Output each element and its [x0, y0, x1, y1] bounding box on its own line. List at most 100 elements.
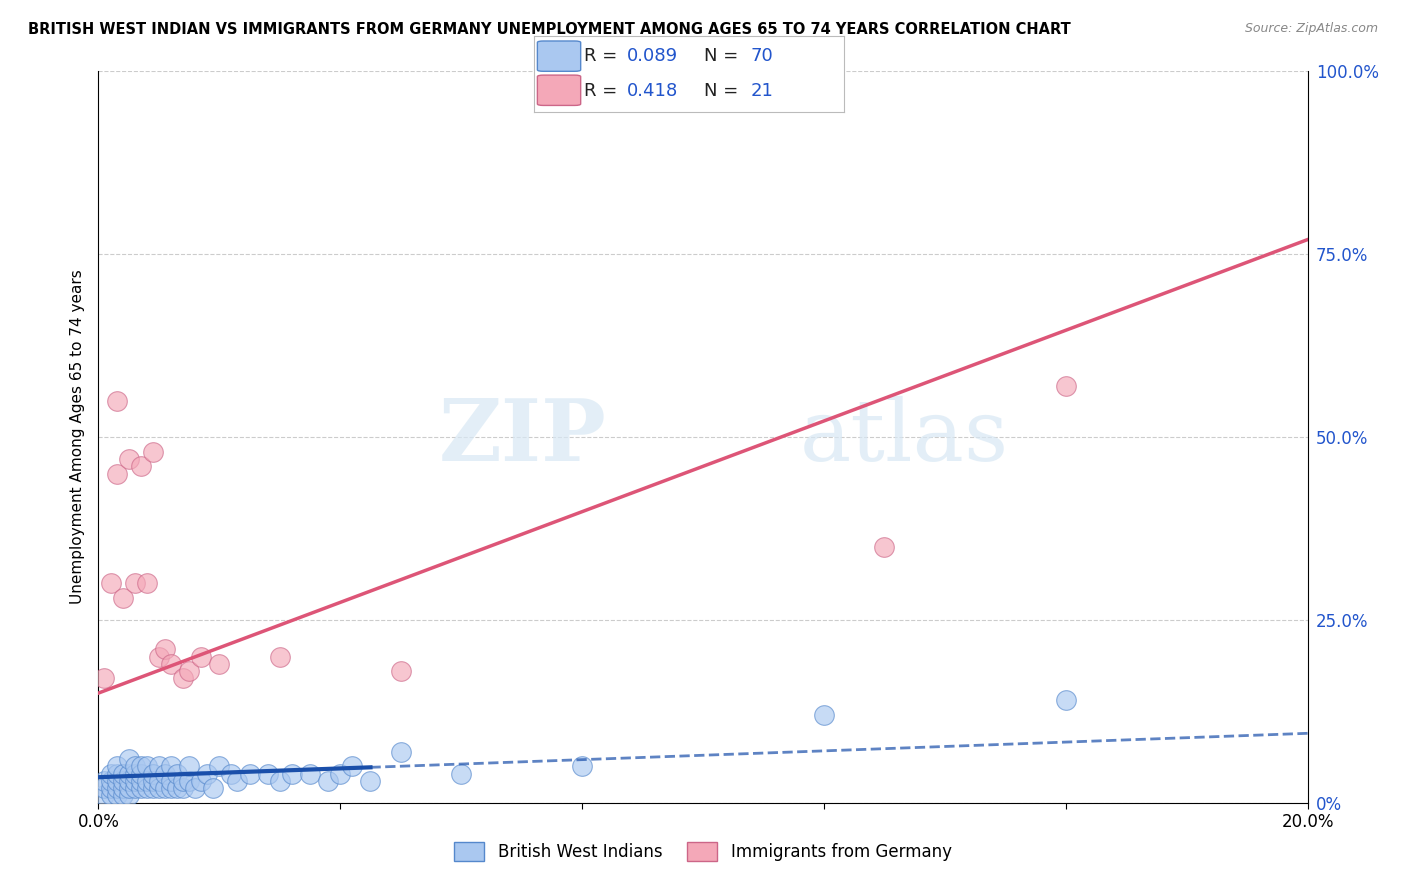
Point [269, 773, 291, 788]
Text: N =: N = [704, 82, 744, 100]
Point [166, 766, 188, 780]
Point [208, 759, 231, 773]
Point [281, 766, 304, 780]
Point [160, 759, 183, 773]
Point [93, 672, 115, 686]
Point [208, 657, 231, 671]
Point [269, 649, 291, 664]
FancyBboxPatch shape [537, 75, 581, 105]
Point [105, 766, 128, 780]
Text: R =: R = [583, 47, 623, 65]
Point [129, 781, 152, 796]
Point [135, 576, 157, 591]
Point [129, 759, 152, 773]
Point [1054, 693, 1077, 707]
Point [202, 781, 225, 796]
Point [135, 773, 157, 788]
Point [118, 789, 141, 803]
Point [160, 657, 183, 671]
Point [160, 773, 183, 788]
Point [118, 766, 141, 780]
Point [148, 781, 170, 796]
Point [129, 459, 152, 474]
Point [179, 664, 201, 678]
Point [142, 781, 165, 796]
Point [135, 781, 157, 796]
Point [873, 540, 896, 554]
Point [179, 773, 201, 788]
Point [148, 759, 170, 773]
Point [100, 781, 122, 796]
Text: atlas: atlas [800, 395, 1010, 479]
Point [153, 781, 176, 796]
FancyBboxPatch shape [537, 41, 581, 71]
Text: ZIP: ZIP [439, 395, 606, 479]
Point [142, 773, 165, 788]
Point [105, 773, 128, 788]
Point [329, 766, 352, 780]
Text: 70: 70 [751, 47, 773, 65]
Point [100, 766, 122, 780]
Point [160, 781, 183, 796]
Point [389, 745, 412, 759]
Point [124, 759, 146, 773]
Point [93, 781, 115, 796]
Point [93, 773, 115, 788]
Point [221, 766, 243, 780]
Point [105, 393, 128, 408]
Text: 0.089: 0.089 [627, 47, 678, 65]
Text: N =: N = [704, 47, 744, 65]
Point [148, 649, 170, 664]
Point [111, 773, 134, 788]
Point [226, 773, 249, 788]
Point [166, 781, 188, 796]
Point [342, 759, 364, 773]
Text: 21: 21 [751, 82, 773, 100]
Point [111, 781, 134, 796]
Point [153, 642, 176, 657]
Y-axis label: Unemployment Among Ages 65 to 74 years: Unemployment Among Ages 65 to 74 years [69, 269, 84, 605]
Point [172, 781, 194, 796]
Point [148, 773, 170, 788]
Point [389, 664, 412, 678]
Point [100, 576, 122, 591]
Point [813, 708, 835, 723]
Point [190, 649, 212, 664]
Point [118, 752, 141, 766]
Point [93, 789, 115, 803]
Point [184, 781, 207, 796]
Point [172, 773, 194, 788]
Point [124, 576, 146, 591]
Legend: British West Indians, Immigrants from Germany: British West Indians, Immigrants from Ge… [447, 835, 959, 868]
Point [105, 467, 128, 481]
Point [118, 773, 141, 788]
Text: BRITISH WEST INDIAN VS IMMIGRANTS FROM GERMANY UNEMPLOYMENT AMONG AGES 65 TO 74 : BRITISH WEST INDIAN VS IMMIGRANTS FROM G… [28, 22, 1071, 37]
Point [153, 766, 176, 780]
Point [239, 766, 262, 780]
Point [299, 766, 322, 780]
Point [100, 773, 122, 788]
Point [190, 773, 212, 788]
Point [124, 781, 146, 796]
Point [118, 781, 141, 796]
Point [172, 672, 194, 686]
Point [111, 591, 134, 605]
Point [118, 452, 141, 467]
Text: 0.418: 0.418 [627, 82, 678, 100]
Point [142, 766, 165, 780]
Point [129, 766, 152, 780]
Point [105, 759, 128, 773]
Point [111, 766, 134, 780]
Point [111, 789, 134, 803]
Point [142, 444, 165, 458]
Text: Source: ZipAtlas.com: Source: ZipAtlas.com [1244, 22, 1378, 36]
Point [360, 773, 382, 788]
Text: R =: R = [583, 82, 623, 100]
Point [179, 759, 201, 773]
Point [124, 773, 146, 788]
Point [129, 773, 152, 788]
Point [124, 766, 146, 780]
Point [135, 759, 157, 773]
Point [105, 781, 128, 796]
Point [316, 773, 339, 788]
